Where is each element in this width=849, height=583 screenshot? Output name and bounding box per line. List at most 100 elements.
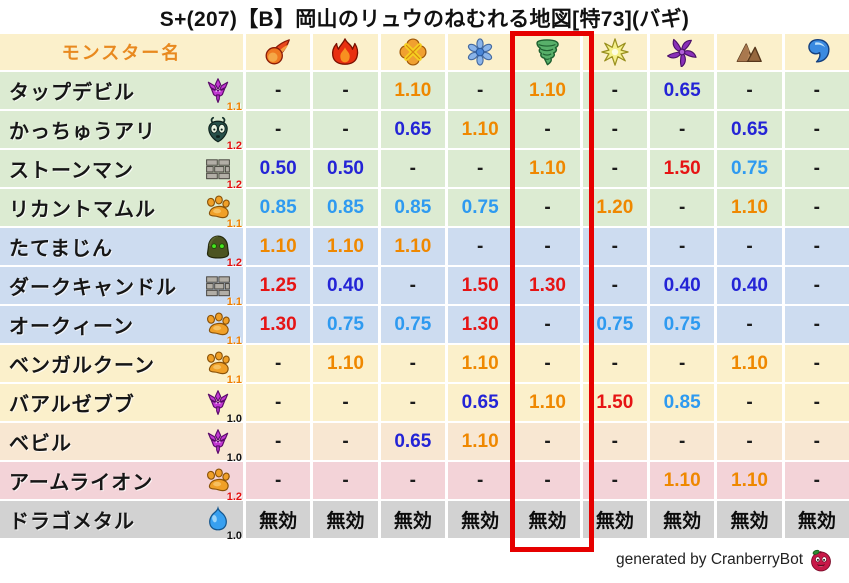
resistance-cell: -	[582, 150, 647, 187]
slime-icon: 1.0	[203, 505, 242, 542]
paw-icon: 1.1	[203, 349, 242, 386]
multiplier-badge: 1.2	[226, 178, 242, 191]
sparkle-icon	[600, 37, 630, 67]
multiplier-badge: 1.1	[226, 295, 242, 308]
resistance-cell: 1.50	[650, 150, 715, 187]
monster-name-header: モンスター名	[0, 34, 243, 70]
resistance-cell: 1.10	[448, 111, 513, 148]
resistance-cell: 1.50	[582, 384, 647, 421]
resistance-cell: -	[784, 111, 849, 148]
resistance-cell: -	[515, 423, 580, 460]
ant-icon: 1.2	[203, 115, 242, 152]
monster-name-cell: ストーンマン 1.2	[0, 150, 243, 191]
resistance-cell: -	[582, 462, 647, 499]
resistance-cell: -	[784, 189, 849, 226]
resistance-cell: 0.65	[380, 423, 445, 460]
monster-name: アームライオン	[9, 472, 154, 494]
column-header-sparkle	[582, 34, 647, 70]
resistance-cell: 1.10	[515, 150, 580, 187]
resistance-cell: -	[313, 462, 378, 499]
monster-name-cell: アームライオン 1.2	[0, 462, 243, 503]
column-header-snowflake	[448, 34, 513, 70]
monster-name: ドラゴメタル	[9, 511, 135, 533]
resistance-cell: 0.75	[582, 306, 647, 343]
resistance-cell: -	[246, 345, 311, 382]
resistance-cell: 無効	[650, 501, 715, 538]
column-header-flame	[313, 34, 378, 70]
paw-icon: 1.2	[203, 466, 242, 503]
resistance-cell: -	[515, 228, 580, 265]
resistance-cell: 1.30	[448, 306, 513, 343]
resistance-cell: -	[515, 189, 580, 226]
column-header-explosion	[380, 34, 445, 70]
resistance-cell: 0.85	[313, 189, 378, 226]
resistance-cell: -	[582, 345, 647, 382]
resistance-cell: 無効	[380, 501, 445, 538]
monster-name: ストーンマン	[9, 160, 134, 182]
resistance-cell: -	[448, 462, 513, 499]
paw-icon: 1.1	[203, 193, 242, 230]
resistance-cell: 1.10	[246, 228, 311, 265]
resistance-cell: -	[515, 462, 580, 499]
resistance-cell: -	[380, 384, 445, 421]
monster-name-cell: ベンガルクーン 1.1	[0, 345, 243, 386]
flame-icon	[330, 37, 360, 67]
resistance-cell: 0.40	[313, 267, 378, 304]
page-title: S+(207)【B】岡山のリュウのねむれる地図[特73](バギ)	[159, 8, 690, 31]
multiplier-badge: 1.1	[226, 334, 242, 347]
resistance-cell: 1.10	[515, 72, 580, 109]
resistance-cell: 1.10	[717, 345, 782, 382]
resistance-cell: 0.40	[650, 267, 715, 304]
resistance-cell: 1.10	[448, 345, 513, 382]
resistance-cell: 0.75	[650, 306, 715, 343]
monster-name-cell: タップデビル 1.1	[0, 72, 243, 113]
monster-name-cell: ドラゴメタル 1.0	[0, 501, 243, 542]
resistance-cell: -	[582, 267, 647, 304]
resistance-cell: 0.50	[246, 150, 311, 187]
devil-icon: 1.1	[203, 76, 242, 113]
resistance-cell: 0.50	[313, 150, 378, 187]
column-header-mountain	[717, 34, 782, 70]
resistance-cell: 1.30	[246, 306, 311, 343]
resistance-cell: -	[582, 228, 647, 265]
resistance-cell: -	[515, 111, 580, 148]
resistance-cell: 0.85	[380, 189, 445, 226]
mountain-icon	[734, 37, 764, 67]
resistance-cell: -	[784, 72, 849, 109]
resistance-cell: 0.65	[448, 384, 513, 421]
resistance-cell: -	[246, 111, 311, 148]
resistance-cell: -	[784, 150, 849, 187]
resistance-cell: 0.75	[717, 150, 782, 187]
wave-icon	[802, 37, 832, 67]
explosion-icon	[398, 37, 428, 67]
resistance-cell: 1.10	[313, 345, 378, 382]
hood-icon: 1.2	[203, 232, 242, 269]
resistance-cell: 0.75	[380, 306, 445, 343]
resistance-cell: 1.50	[448, 267, 513, 304]
resistance-cell: -	[313, 111, 378, 148]
resistance-cell: -	[650, 345, 715, 382]
resistance-cell: -	[380, 462, 445, 499]
resistance-table: モンスター名 タップデビル 1.1 - - 1.10 - 1.10 - 0.65	[0, 31, 849, 552]
resistance-cell: -	[515, 306, 580, 343]
resistance-cell: -	[246, 384, 311, 421]
monster-name: リカントマムル	[9, 199, 156, 221]
multiplier-badge: 1.2	[226, 139, 242, 152]
resistance-cell: -	[784, 306, 849, 343]
multiplier-badge: 1.2	[226, 490, 242, 503]
brick-icon: 1.1	[203, 271, 242, 308]
fireball-icon	[263, 37, 293, 67]
resistance-cell: 1.10	[313, 228, 378, 265]
resistance-cell: -	[582, 72, 647, 109]
resistance-cell: 1.30	[515, 267, 580, 304]
multiplier-badge: 1.1	[226, 373, 242, 386]
resistance-cell: 0.65	[650, 72, 715, 109]
resistance-cell: -	[582, 423, 647, 460]
multiplier-badge: 1.0	[226, 412, 242, 425]
resistance-cell: -	[717, 423, 782, 460]
resistance-cell: -	[784, 267, 849, 304]
resistance-cell: -	[448, 228, 513, 265]
monster-name: オークィーン	[9, 316, 134, 338]
monster-name-cell: バアルゼブブ 1.0	[0, 384, 243, 425]
